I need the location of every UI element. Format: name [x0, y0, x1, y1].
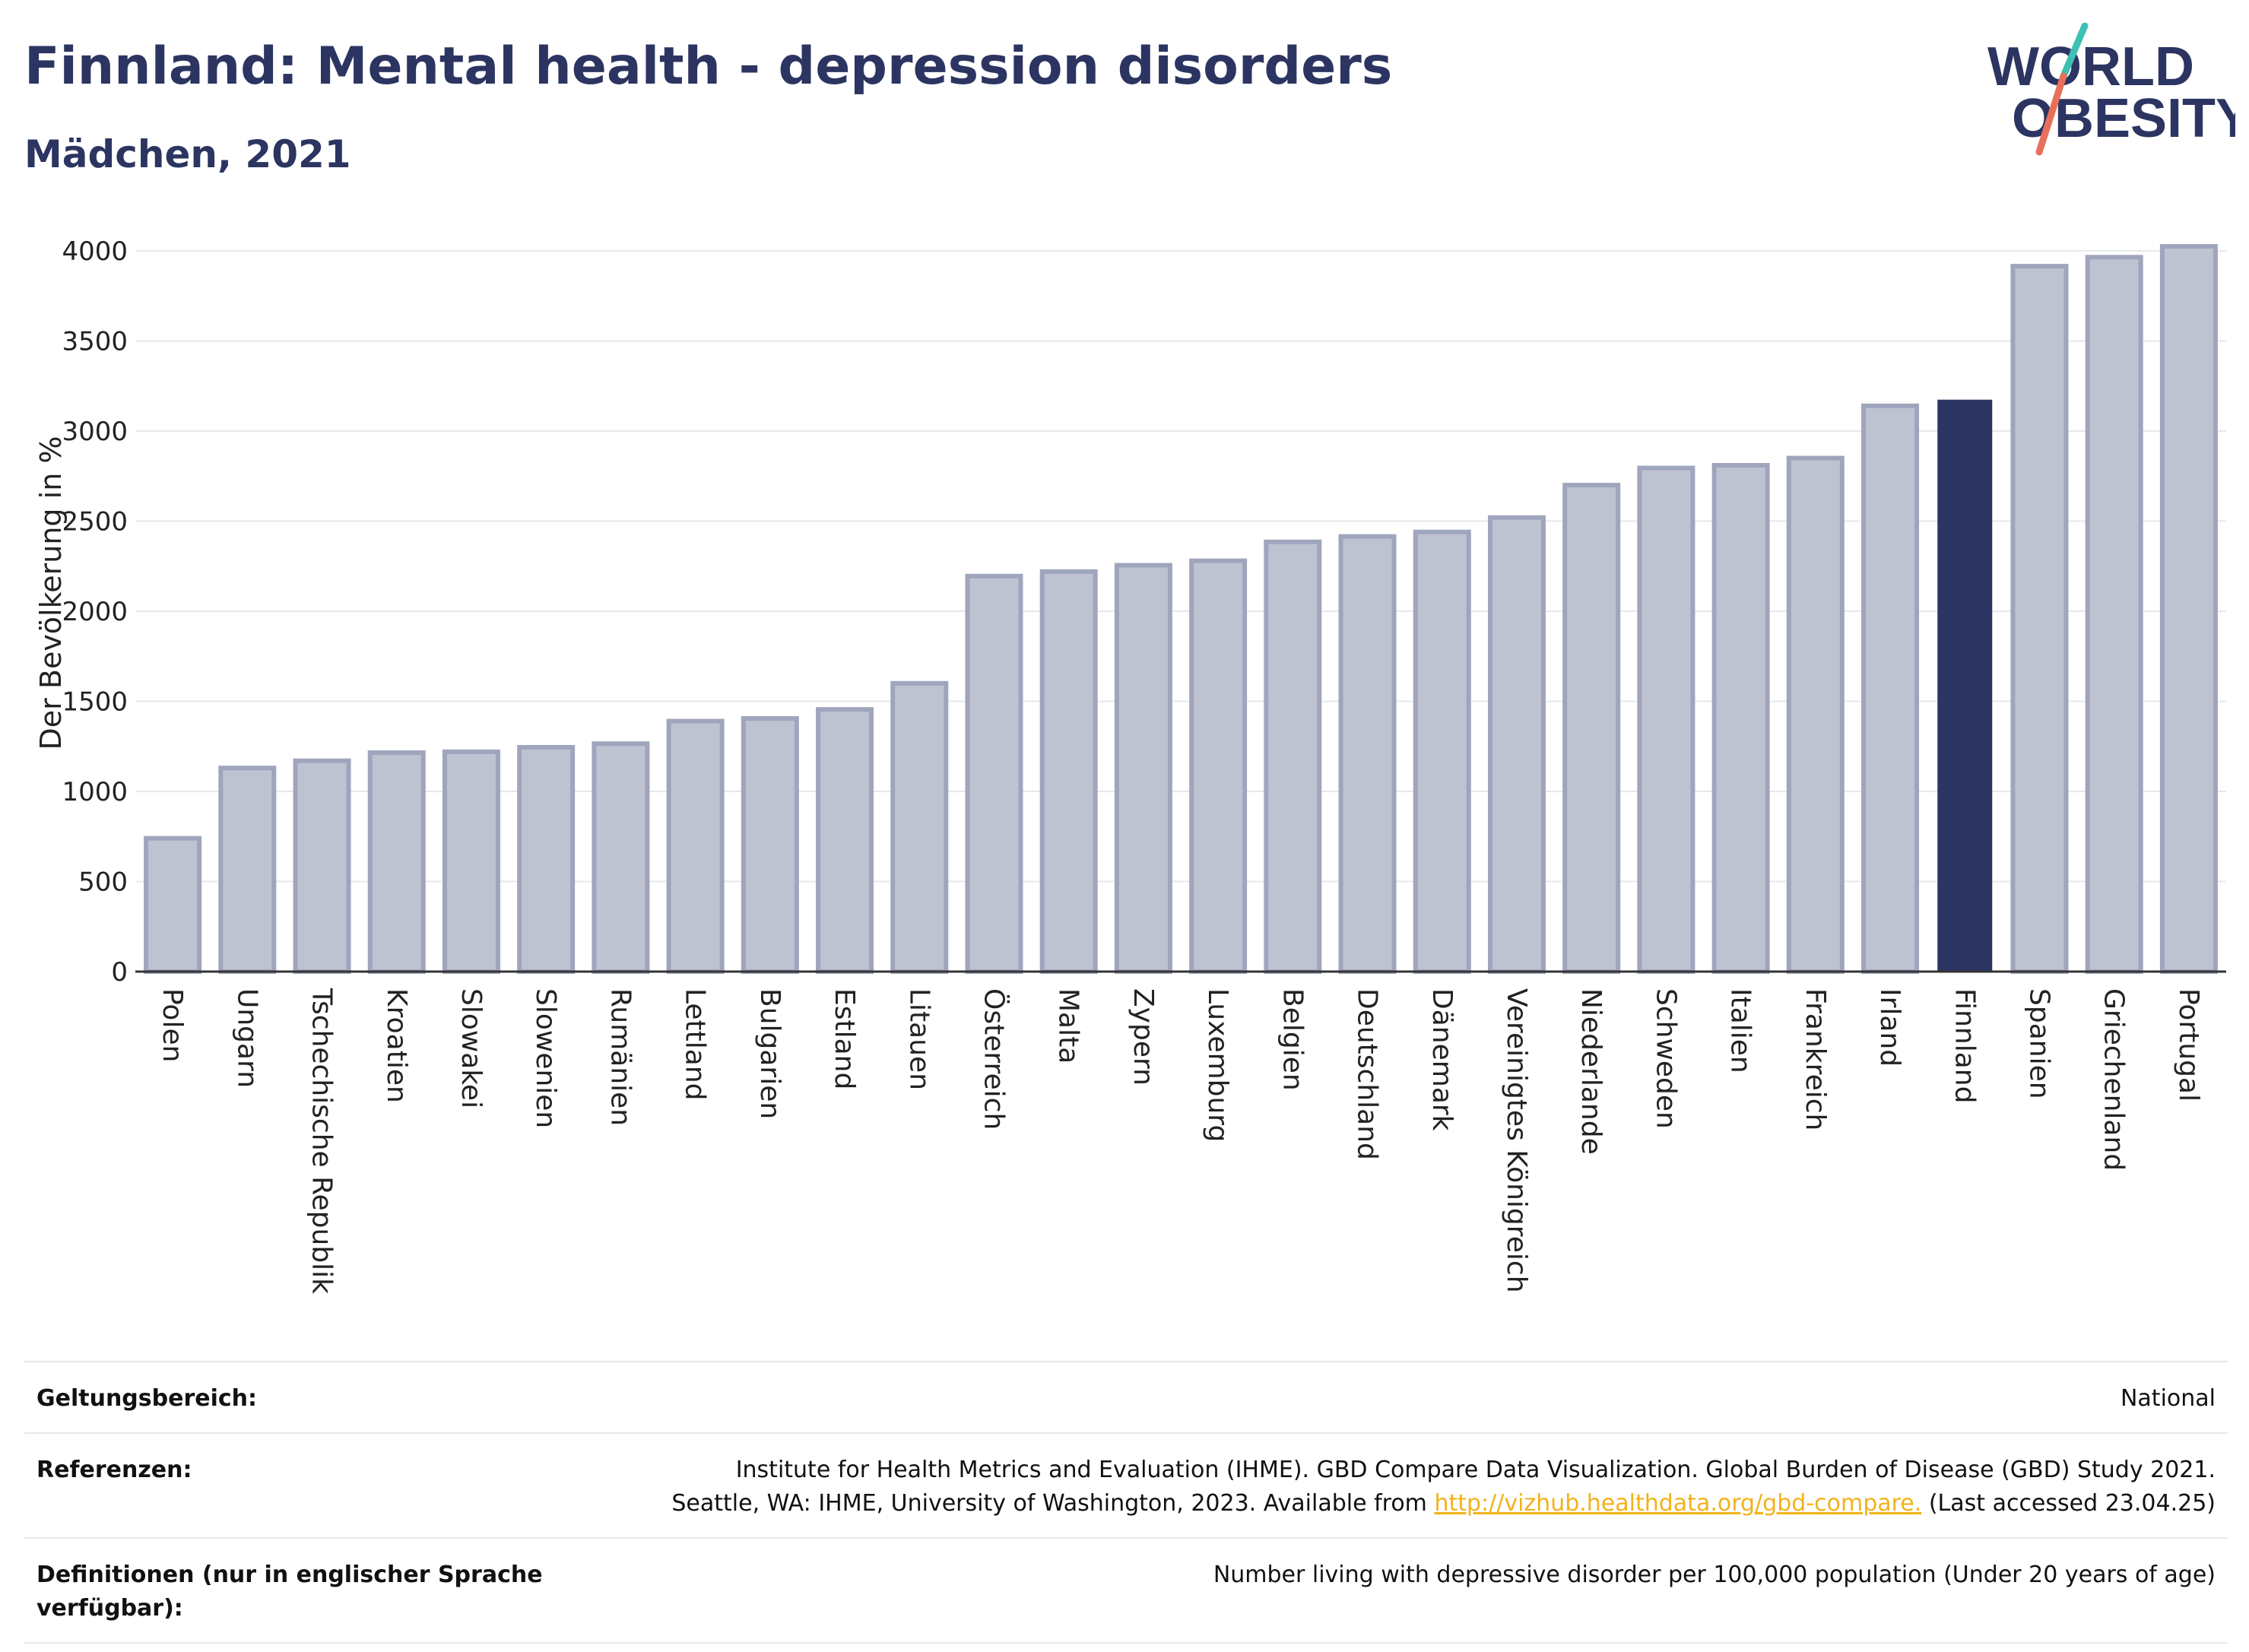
bar-highlight: [1937, 399, 1993, 972]
x-tick-label: Belgien: [1277, 988, 1308, 1091]
bar: [517, 744, 576, 974]
footer-row-definitions: Definitionen (nur in englischer Sprache …: [24, 1537, 2228, 1644]
references-line-1: Institute for Health Metrics and Evaluat…: [735, 1457, 2216, 1483]
bar: [1189, 558, 1248, 974]
bar: [218, 766, 277, 974]
bar: [741, 716, 799, 974]
x-tick-label: Irland: [1874, 988, 1905, 1067]
x-tick-label: Griechenland: [2098, 988, 2130, 1171]
bar: [890, 680, 949, 974]
logo-slash-red: [2035, 72, 2067, 156]
x-tick-label: Litauen: [903, 988, 934, 1090]
logo-slash-teal: [2060, 23, 2089, 80]
y-tick-label: 0: [111, 957, 128, 988]
x-tick-label: Rumänien: [604, 988, 636, 1126]
footer-table: Geltungsbereich: National Referenzen: In…: [24, 1361, 2228, 1644]
x-tick-label: Luxemburg: [1202, 988, 1233, 1142]
bar: [965, 573, 1023, 974]
scope-label: Geltungsbereich:: [36, 1385, 258, 1412]
y-tick-label: 3000: [62, 417, 128, 447]
world-obesity-logo: WORLD OBESITY: [1987, 23, 2235, 156]
bar: [1039, 569, 1098, 974]
x-tick-label: Kroatien: [381, 988, 412, 1103]
bar: [592, 741, 650, 974]
x-tick-label: Estland: [829, 988, 860, 1089]
x-tick-label: Lettland: [680, 988, 711, 1101]
x-tick-label: Vereinigtes Königreich: [1501, 988, 1532, 1293]
bar: [1413, 529, 1471, 974]
x-tick-label: Österreich: [978, 988, 1010, 1130]
bar: [1338, 534, 1397, 974]
x-tick-label: Slowenien: [530, 988, 561, 1128]
references-line-2-prefix: Seattle, WA: IHME, University of Washing…: [671, 1490, 1435, 1517]
footer-row-scope: Geltungsbereich: National: [24, 1361, 2228, 1432]
bar: [1264, 539, 1322, 974]
bar: [442, 749, 500, 974]
y-tick-label: 500: [78, 867, 128, 898]
bar: [816, 707, 874, 974]
footer-row-references: Referenzen: Institute for Health Metrics…: [24, 1432, 2228, 1537]
y-axis-label: Der Bevölkerung in %: [34, 436, 68, 750]
bar-chart: 0 500 1000 1500 2000 2500 3000 3500 4000 Der Bevö…: [34, 236, 2226, 1294]
y-tick-label: 1000: [62, 777, 128, 807]
x-tick-label: Slowakei: [455, 988, 487, 1108]
references-line-2-suffix: (Last accessed 23.04.25): [1921, 1490, 2216, 1517]
x-tick-label: Italien: [1725, 988, 1756, 1073]
x-tick-label: Finnland: [1949, 988, 1980, 1103]
y-tick-label: 1500: [62, 687, 128, 718]
x-tick-label: Schweden: [1650, 988, 1681, 1129]
x-tick-label: Bulgarien: [754, 988, 785, 1119]
x-tick-label: Frankreich: [1800, 988, 1831, 1130]
x-tick-label: Spanien: [2023, 988, 2054, 1099]
bar: [2159, 244, 2218, 974]
x-tick-label: Malta: [1053, 988, 1084, 1064]
bar: [2085, 255, 2143, 975]
bar: [293, 758, 351, 975]
x-tick-label: Deutschland: [1352, 988, 1383, 1160]
references-link[interactable]: http://vizhub.healthdata.org/gbd-compare…: [1434, 1490, 1922, 1517]
x-tick-label: Niederlande: [1575, 988, 1607, 1155]
definitions-label: Definitionen (nur in englischer Sprache …: [36, 1562, 543, 1622]
y-tick-label: 4000: [62, 236, 128, 267]
references-value: Institute for Health Metrics and Evaluat…: [584, 1454, 2216, 1520]
bar: [666, 718, 725, 974]
x-tick-label: Polen: [157, 988, 188, 1062]
chart-title: Finnland: Mental health - depression dis…: [24, 36, 1393, 97]
scope-value: National: [2120, 1385, 2216, 1412]
bar: [2010, 264, 2069, 974]
definitions-value: Number living with depressive disorder p…: [1213, 1562, 2216, 1588]
x-tick-label: Zypern: [1128, 988, 1159, 1086]
y-tick-label: 2500: [62, 507, 128, 537]
y-tick-label: 2000: [62, 597, 128, 627]
bar: [367, 750, 426, 974]
references-label: Referenzen:: [36, 1457, 192, 1483]
chart-subtitle: Mädchen, 2021: [24, 132, 351, 176]
x-tick-label: Ungarn: [231, 988, 262, 1088]
x-tick-label: Tschechische Republik: [306, 988, 338, 1294]
bar: [1114, 563, 1172, 974]
bar: [144, 836, 202, 974]
bar: [1711, 463, 1770, 974]
bar: [1861, 403, 1920, 974]
logo-text-world: WORLD: [1987, 36, 2194, 97]
bar: [1562, 483, 1621, 974]
x-tick-label: Dänemark: [1426, 988, 1458, 1131]
x-tick-label: Portugal: [2173, 988, 2204, 1102]
bar: [1786, 455, 1845, 974]
y-tick-label: 3500: [62, 327, 128, 357]
bar: [1637, 465, 1695, 974]
bar: [1487, 515, 1546, 974]
